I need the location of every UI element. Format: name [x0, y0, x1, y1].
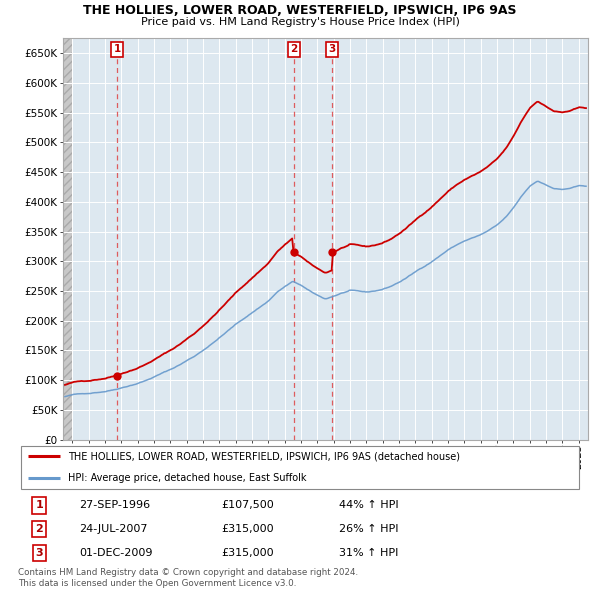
Text: 1: 1	[35, 500, 43, 510]
Text: 2: 2	[290, 44, 298, 54]
Text: 3: 3	[35, 548, 43, 558]
Text: 1: 1	[113, 44, 121, 54]
Text: 01-DEC-2009: 01-DEC-2009	[79, 548, 152, 558]
Text: £315,000: £315,000	[221, 548, 274, 558]
Text: 31% ↑ HPI: 31% ↑ HPI	[340, 548, 399, 558]
Text: 44% ↑ HPI: 44% ↑ HPI	[340, 500, 399, 510]
Text: THE HOLLIES, LOWER ROAD, WESTERFIELD, IPSWICH, IP6 9AS: THE HOLLIES, LOWER ROAD, WESTERFIELD, IP…	[83, 4, 517, 17]
Text: 3: 3	[329, 44, 336, 54]
Text: HPI: Average price, detached house, East Suffolk: HPI: Average price, detached house, East…	[68, 473, 306, 483]
Text: Contains HM Land Registry data © Crown copyright and database right 2024.: Contains HM Land Registry data © Crown c…	[18, 568, 358, 577]
Bar	[63, 38, 73, 440]
Text: 24-JUL-2007: 24-JUL-2007	[79, 525, 148, 534]
Text: THE HOLLIES, LOWER ROAD, WESTERFIELD, IPSWICH, IP6 9AS (detached house): THE HOLLIES, LOWER ROAD, WESTERFIELD, IP…	[68, 451, 460, 461]
Text: 27-SEP-1996: 27-SEP-1996	[79, 500, 150, 510]
Text: 26% ↑ HPI: 26% ↑ HPI	[340, 525, 399, 534]
Text: This data is licensed under the Open Government Licence v3.0.: This data is licensed under the Open Gov…	[18, 579, 296, 588]
Text: Price paid vs. HM Land Registry's House Price Index (HPI): Price paid vs. HM Land Registry's House …	[140, 17, 460, 27]
Text: 2: 2	[35, 525, 43, 534]
Text: £107,500: £107,500	[221, 500, 274, 510]
Text: £315,000: £315,000	[221, 525, 274, 534]
